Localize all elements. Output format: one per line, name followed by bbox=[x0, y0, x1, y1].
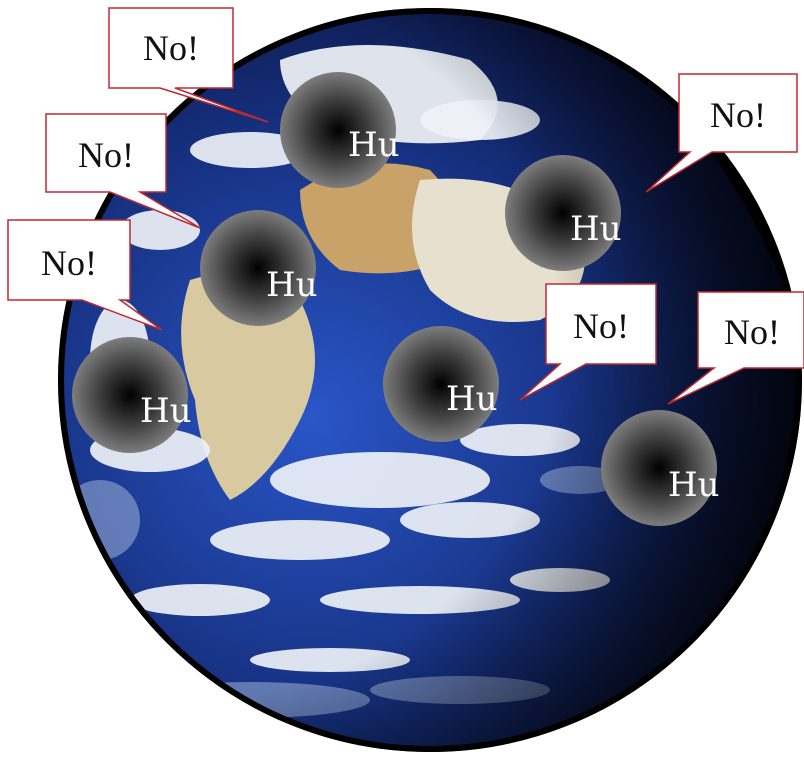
figure-label: Hu bbox=[348, 125, 400, 165]
figure-label: Hu bbox=[140, 391, 192, 431]
speech-bubble-6: No! bbox=[667, 291, 804, 405]
speech-bubble-1: No! bbox=[108, 7, 269, 123]
figure-label: Hu bbox=[668, 465, 720, 505]
speech-bubble-5: No! bbox=[519, 283, 657, 401]
speech-bubble-3: No! bbox=[7, 219, 163, 331]
figure-5: Hu bbox=[383, 326, 499, 442]
figure-label: Hu bbox=[266, 265, 318, 305]
bubble-text: No! bbox=[573, 306, 629, 346]
figure-1: Hu bbox=[280, 72, 400, 188]
bubble-text: No! bbox=[710, 95, 766, 135]
figure-2: Hu bbox=[200, 210, 318, 326]
figure-label: Hu bbox=[446, 379, 498, 419]
bubble-text: No! bbox=[724, 312, 780, 352]
figure-label: Hu bbox=[570, 209, 622, 249]
figure-6: Hu bbox=[601, 410, 720, 526]
figure-4: Hu bbox=[505, 155, 622, 271]
speech-bubble-2: No! bbox=[45, 113, 201, 229]
figure-3: Hu bbox=[72, 337, 192, 453]
bubble-text: No! bbox=[78, 135, 134, 175]
speech-bubble-4: No! bbox=[645, 73, 798, 193]
bubble-text: No! bbox=[41, 243, 97, 283]
bubble-text: No! bbox=[143, 28, 199, 68]
